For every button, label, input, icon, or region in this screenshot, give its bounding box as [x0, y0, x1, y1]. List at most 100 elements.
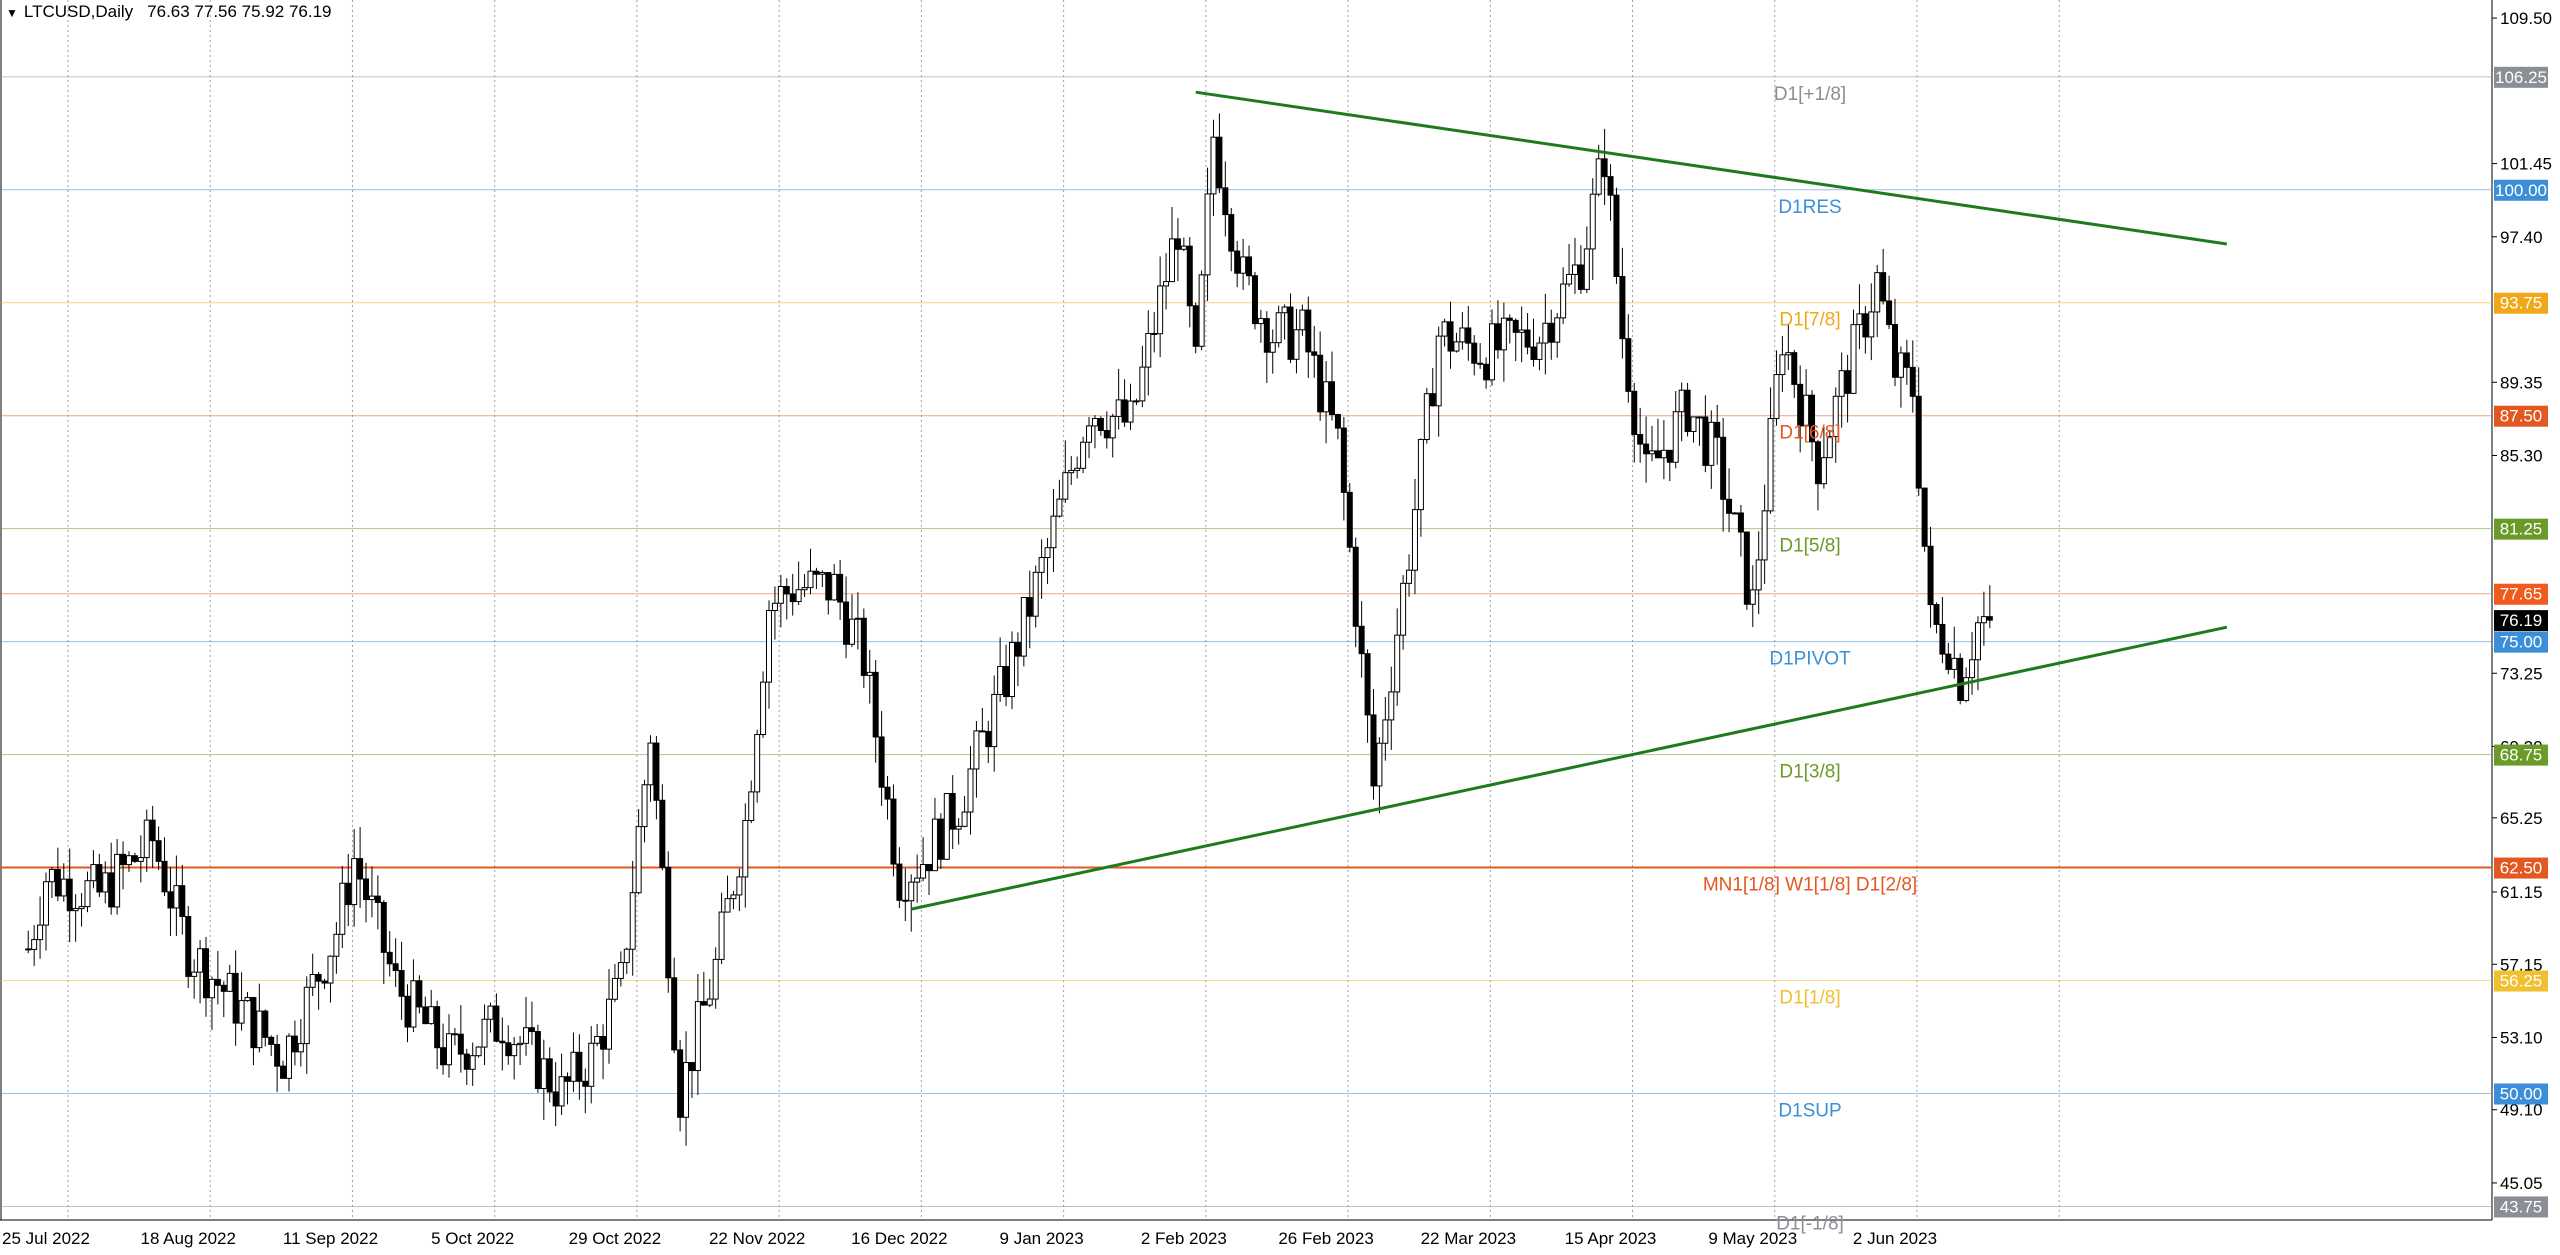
candle-body — [1340, 427, 1347, 493]
candle-body — [1388, 691, 1395, 721]
candle-body — [386, 951, 393, 965]
candle-body — [594, 1036, 601, 1044]
trendline-support[interactable] — [910, 625, 2228, 911]
candle-body — [1097, 418, 1104, 432]
candle-body — [1411, 509, 1418, 571]
candle-body — [576, 1051, 583, 1082]
candle-body — [1880, 272, 1887, 302]
level-labels: D1[+1/8] D1RES D1[7/8] D1[6/8] D1[5/8] D1PIVO… — [1703, 84, 1917, 1235]
candle-body — [120, 853, 127, 866]
candle-body — [1423, 393, 1430, 441]
candle-body — [991, 693, 998, 748]
candle-body — [1370, 714, 1377, 787]
candle-body — [570, 1051, 577, 1082]
candle-body — [1625, 338, 1632, 392]
murrey-level-label: D1[5/8] — [1779, 536, 1840, 557]
candle-body — [309, 973, 316, 988]
candle-body — [1957, 657, 1964, 701]
candle-body — [398, 970, 405, 997]
candle-body — [203, 948, 210, 999]
candle-body — [1074, 467, 1081, 471]
candle-body — [807, 570, 814, 589]
candle-body — [730, 894, 737, 900]
price-tag — [2494, 610, 2548, 632]
price-tag-label: 77.65 — [2500, 585, 2543, 604]
candle-body — [890, 798, 897, 865]
candle-body — [499, 1040, 506, 1044]
candle-body — [1856, 313, 1863, 326]
candle-body — [1619, 275, 1626, 340]
candle-body — [1737, 512, 1744, 533]
candle-body — [1216, 136, 1223, 189]
candle-body — [1761, 510, 1768, 561]
candle-body — [1044, 547, 1051, 559]
candle-body — [173, 885, 180, 909]
candle-body — [392, 963, 399, 972]
candle-body — [161, 860, 168, 893]
candle-body — [1672, 411, 1679, 463]
time-axis[interactable]: 25 Jul 2022 18 Aug 2022 11 Sep 2022 5 Oct 2… — [2, 1229, 1937, 1248]
candle-body — [481, 1018, 488, 1048]
candle-body — [1311, 351, 1318, 356]
trendline-resistance[interactable] — [1195, 90, 2228, 246]
price-tag — [2494, 179, 2548, 201]
candle-body — [1228, 214, 1235, 252]
trendlines[interactable] — [910, 90, 2228, 911]
candle-body — [274, 1043, 281, 1067]
candle-body — [724, 898, 731, 913]
dropdown-arrow-icon[interactable]: ▼ — [6, 6, 18, 20]
candle-body — [48, 868, 55, 883]
candle-body — [333, 933, 340, 957]
candle-body — [1874, 272, 1881, 313]
candle-body — [1743, 531, 1750, 605]
candle-body — [1139, 366, 1146, 402]
candle-body — [1453, 341, 1460, 352]
candle-body — [1649, 450, 1656, 455]
candle-body — [410, 980, 417, 1028]
candle-body — [428, 1006, 435, 1025]
price-tag — [2494, 631, 2548, 653]
candle-body — [380, 901, 387, 953]
candle-body — [1702, 416, 1709, 466]
price-tick-label: 65.25 — [2500, 809, 2543, 828]
candle-body — [1489, 323, 1496, 381]
candle-body — [920, 864, 927, 879]
candle-body — [766, 610, 773, 683]
candle-body — [102, 872, 109, 893]
candle-body — [1755, 559, 1762, 591]
candle-body — [1897, 352, 1904, 378]
candle-body — [866, 671, 873, 676]
candle-body — [250, 997, 257, 1049]
time-tick-label: 2 Jun 2023 — [1853, 1229, 1937, 1248]
murrey-level-label: D1SUP — [1778, 1100, 1841, 1121]
time-tick-label: 16 Dec 2022 — [851, 1229, 947, 1248]
candle-body — [137, 857, 144, 862]
candle-body — [1494, 323, 1501, 351]
candle-body — [1613, 194, 1620, 277]
time-tick-label: 5 Oct 2022 — [431, 1229, 514, 1248]
candle-body — [268, 1036, 275, 1045]
candle-body — [505, 1042, 512, 1057]
candle-body — [114, 853, 121, 908]
candle-body — [754, 734, 761, 793]
candle-body — [1234, 250, 1241, 274]
murrey-level-label: D1[7/8] — [1779, 310, 1840, 331]
candle-body — [878, 736, 885, 788]
candle-body — [1637, 434, 1644, 445]
candle-body — [926, 864, 933, 872]
price-tick-label: 109.50 — [2500, 9, 2552, 28]
candle-body — [54, 868, 61, 897]
price-axis[interactable]: 109.50101.4597.4089.3585.3073.2569.2065.… — [2492, 9, 2552, 1218]
candle-body — [1678, 389, 1685, 413]
candle-body — [440, 1047, 447, 1066]
candle-body — [1844, 370, 1851, 394]
candle-body — [854, 617, 861, 620]
price-tag-label: 87.50 — [2500, 407, 2543, 426]
candle-body — [475, 1046, 482, 1057]
candle-body — [523, 1027, 530, 1044]
candle-body — [1577, 264, 1584, 290]
candle-body — [1631, 390, 1638, 436]
price-tag-label: 106.25 — [2495, 68, 2547, 87]
